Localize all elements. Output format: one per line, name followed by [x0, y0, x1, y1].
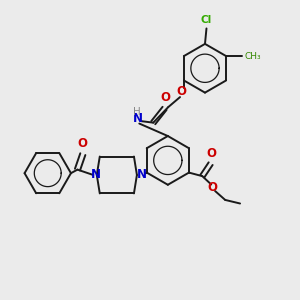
Text: Cl: Cl	[201, 16, 212, 26]
Text: O: O	[176, 85, 187, 98]
Text: CH₃: CH₃	[244, 52, 261, 61]
Text: O: O	[161, 91, 171, 104]
Text: O: O	[206, 147, 216, 160]
Text: N: N	[137, 169, 147, 182]
Text: O: O	[78, 137, 88, 150]
Text: N: N	[133, 112, 143, 125]
Text: H: H	[133, 107, 141, 117]
Text: N: N	[91, 169, 101, 182]
Text: O: O	[208, 181, 218, 194]
